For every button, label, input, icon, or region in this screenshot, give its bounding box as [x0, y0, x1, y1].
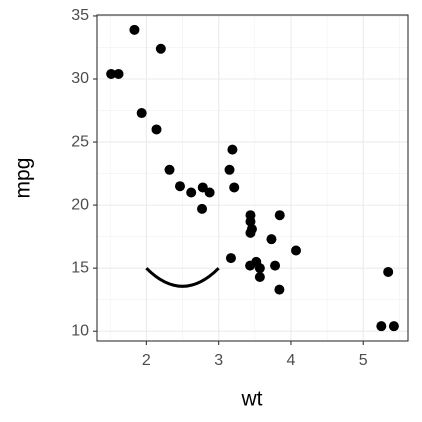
x-axis-label: wt: [241, 388, 263, 411]
point: [245, 260, 256, 271]
point: [225, 253, 236, 264]
point: [254, 271, 265, 282]
x-tick-label: 4: [287, 352, 296, 369]
y-tick-label: 35: [71, 7, 89, 24]
point: [204, 187, 215, 198]
x-tick-label: 3: [214, 352, 223, 369]
point: [388, 321, 399, 332]
point: [291, 245, 302, 256]
point: [254, 263, 265, 274]
y-tick-label: 15: [71, 259, 89, 276]
point: [151, 124, 162, 135]
point: [197, 182, 208, 193]
point: [113, 68, 124, 79]
x-tick-label: 5: [359, 352, 368, 369]
y-tick-label: 10: [71, 322, 89, 339]
point: [245, 227, 256, 238]
point: [229, 182, 240, 193]
point: [155, 43, 166, 54]
y-axis-label: mpg: [12, 158, 35, 199]
point: [383, 266, 394, 277]
x-tick-label: 2: [142, 352, 151, 369]
y-tick-label: 30: [71, 70, 89, 87]
point: [274, 210, 285, 221]
point: [164, 164, 175, 175]
point: [129, 24, 140, 35]
point: [245, 210, 256, 221]
point: [174, 181, 185, 192]
panel-border: [96, 14, 409, 342]
point: [197, 203, 208, 214]
curve-annotation: [145, 267, 220, 288]
point: [274, 284, 285, 295]
y-tick-label: 25: [71, 133, 89, 150]
point: [186, 187, 197, 198]
point: [376, 321, 387, 332]
point: [106, 68, 117, 79]
point: [227, 144, 238, 155]
point: [266, 234, 277, 245]
point: [270, 260, 281, 271]
point: [224, 164, 235, 175]
point: [136, 108, 147, 119]
y-tick-label: 20: [71, 196, 89, 213]
